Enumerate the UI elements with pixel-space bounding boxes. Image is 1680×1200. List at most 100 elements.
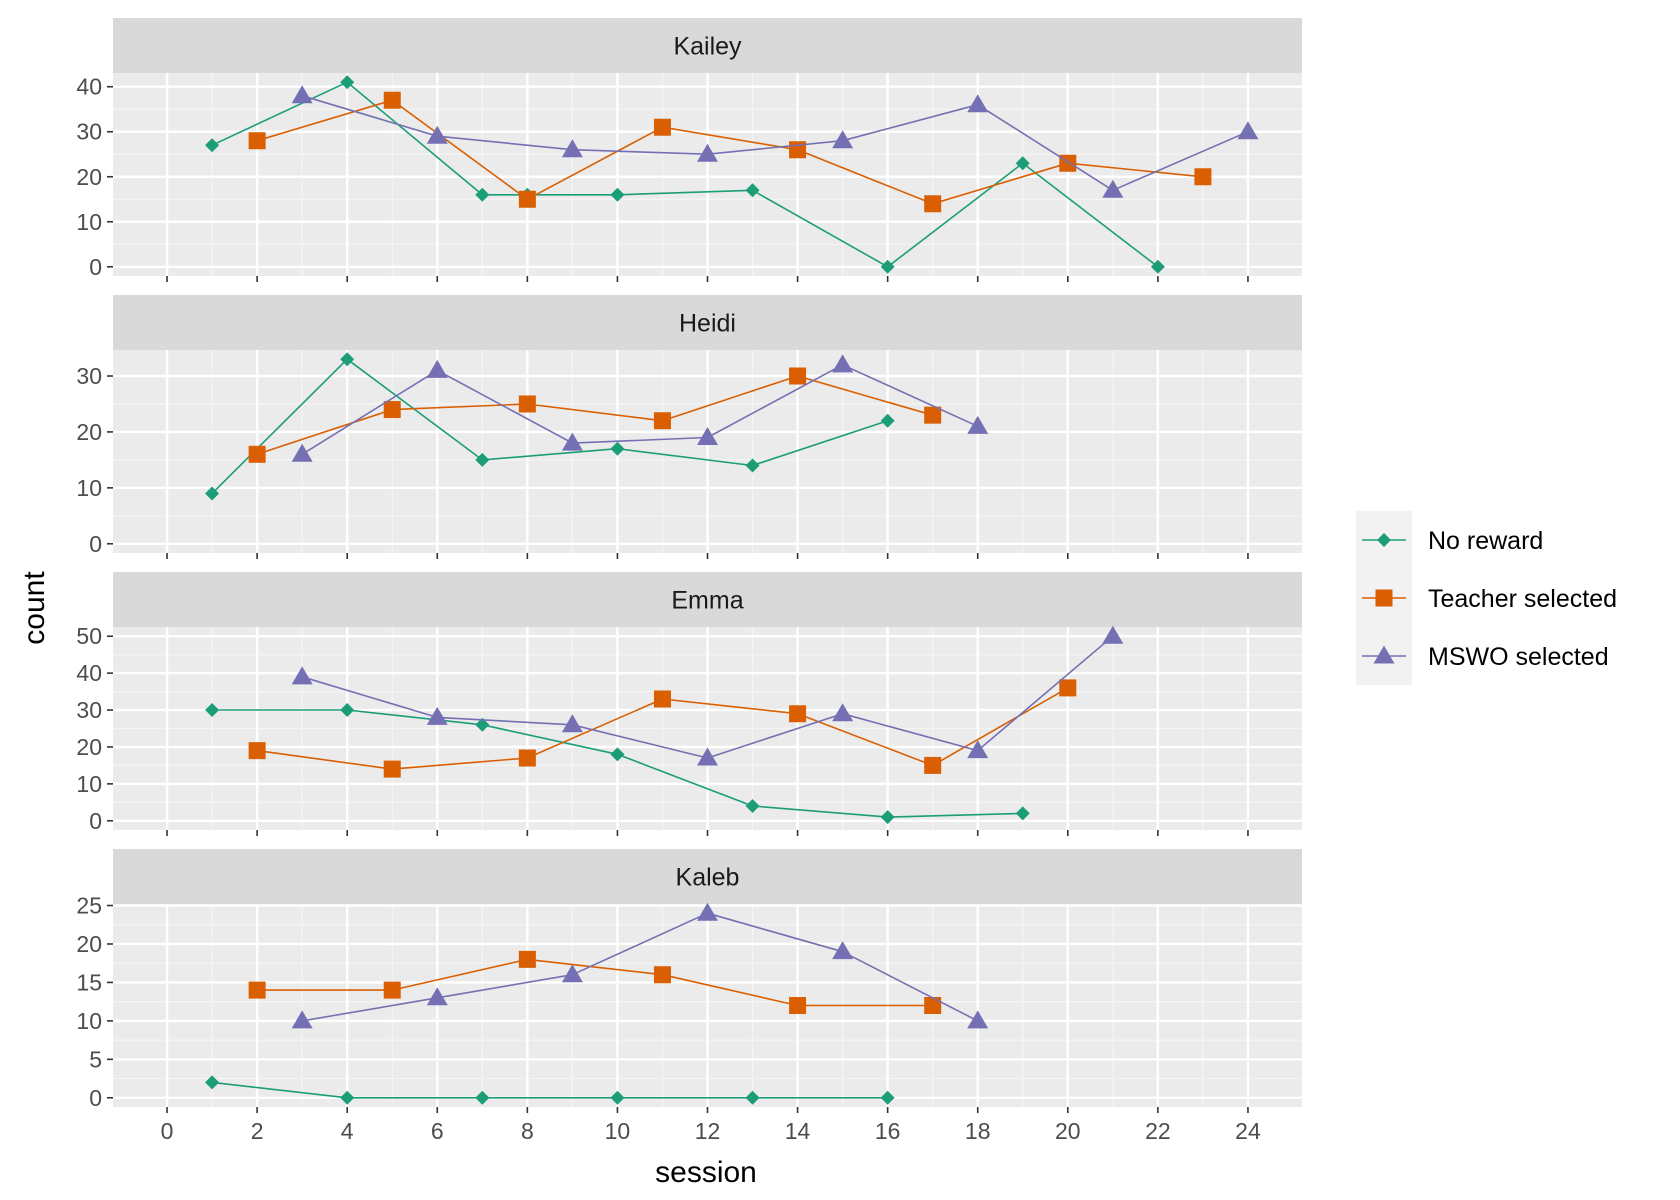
data-point — [880, 1090, 895, 1105]
facet-panel-emma: Emma 0 10 20 30 40 50 — [76, 572, 1302, 836]
facet-strip — [113, 849, 1302, 904]
data-point — [205, 138, 220, 153]
data-point — [518, 749, 536, 767]
x-tick-label: 10 — [605, 1118, 631, 1144]
data-point — [653, 412, 671, 430]
data-point — [924, 195, 942, 213]
series-mswo-selected — [291, 902, 989, 1029]
data-point — [291, 1010, 313, 1029]
facet-strip — [113, 572, 1302, 627]
data-point — [924, 406, 942, 424]
x-tick-label: 2 — [251, 1118, 264, 1144]
data-point — [475, 187, 490, 202]
data-point — [383, 981, 401, 999]
data-point — [789, 997, 807, 1014]
data-point — [745, 1090, 760, 1105]
data-point — [291, 666, 313, 685]
data-point — [475, 1090, 490, 1105]
data-point — [745, 458, 760, 473]
data-point — [745, 183, 760, 198]
data-point — [1150, 259, 1165, 274]
data-point — [697, 427, 718, 446]
data-point — [561, 432, 583, 451]
data-point — [880, 259, 895, 274]
data-point — [426, 125, 448, 144]
data-point — [880, 413, 895, 428]
y-tick-label: 0 — [89, 254, 102, 280]
series-teacher-selected — [248, 91, 1212, 213]
y-tick-label: 10 — [76, 209, 102, 235]
x-tick-label: 18 — [965, 1118, 991, 1144]
data-point — [1237, 121, 1259, 140]
y-axis-title: count — [18, 571, 51, 645]
y-tick-label: 10 — [76, 1008, 102, 1034]
data-point — [1059, 679, 1077, 697]
data-point — [1102, 625, 1124, 644]
data-point — [383, 91, 401, 109]
x-tick-label: 12 — [695, 1118, 721, 1144]
data-point — [1015, 156, 1030, 171]
data-point — [745, 799, 760, 814]
data-point — [832, 703, 854, 722]
y-tick-label: 10 — [76, 475, 102, 501]
x-tick-label: 22 — [1145, 1118, 1171, 1144]
data-point — [383, 401, 401, 419]
series-line — [256, 99, 1203, 205]
data-point — [610, 441, 625, 456]
data-point — [475, 717, 490, 732]
facet-panel-kailey: Kailey 0 10 20 30 40 — [76, 18, 1302, 282]
facet-strip-label: Emma — [671, 587, 743, 615]
data-point — [697, 747, 718, 766]
data-point — [518, 190, 536, 208]
series-teacher-selected — [248, 367, 942, 463]
data-point — [248, 981, 266, 999]
data-point — [610, 1090, 625, 1105]
series-line — [301, 363, 979, 455]
y-tick-label: 30 — [76, 119, 102, 145]
data-point — [967, 415, 989, 434]
y-tick-label: 40 — [76, 74, 102, 100]
data-point — [291, 85, 313, 104]
facet-panels: Kailey 0 10 20 30 40 Heidi 0 10 20 30 Emma 0 10 20 30 40… — [76, 18, 1302, 1113]
series-no-reward — [205, 1075, 895, 1105]
data-point — [967, 1010, 989, 1029]
data-point — [205, 1075, 220, 1090]
data-point — [1015, 806, 1030, 821]
y-tick-label: 10 — [76, 771, 102, 797]
series-teacher-selected — [248, 679, 1077, 778]
y-tick-label: 20 — [76, 734, 102, 760]
data-point — [205, 703, 220, 718]
y-tick-label: 30 — [76, 363, 102, 389]
x-tick-label: 20 — [1055, 1118, 1081, 1144]
data-point — [967, 740, 989, 759]
legend-item-no-reward: No reward — [1362, 527, 1543, 555]
data-point — [248, 742, 266, 760]
data-point — [967, 94, 989, 113]
facet-strip-label: Heidi — [679, 310, 736, 338]
x-tick-label: 24 — [1235, 1118, 1261, 1144]
x-axis-title: session — [655, 1156, 757, 1189]
series-line — [256, 375, 933, 456]
data-point — [610, 187, 625, 202]
y-tick-label: 5 — [89, 1046, 102, 1072]
series-line — [212, 1081, 888, 1099]
data-point — [518, 950, 536, 968]
series-line — [302, 912, 979, 1022]
series-mswo-selected — [291, 354, 989, 462]
data-point — [561, 964, 583, 983]
data-point — [653, 966, 671, 984]
data-point — [426, 359, 448, 378]
series-line — [211, 358, 888, 494]
legend: No reward Teacher selected MSWO selected — [1356, 511, 1617, 685]
facet-strip-label: Kaleb — [676, 864, 740, 892]
data-point — [924, 756, 942, 774]
data-point — [1194, 168, 1212, 186]
y-tick-label: 50 — [76, 623, 102, 649]
data-point — [291, 443, 313, 462]
data-point — [789, 705, 807, 723]
legend-item-teacher-selected: Teacher selected — [1362, 585, 1617, 613]
series-no-reward — [205, 703, 1030, 825]
y-tick-label: 25 — [76, 893, 102, 919]
data-point — [426, 706, 448, 725]
